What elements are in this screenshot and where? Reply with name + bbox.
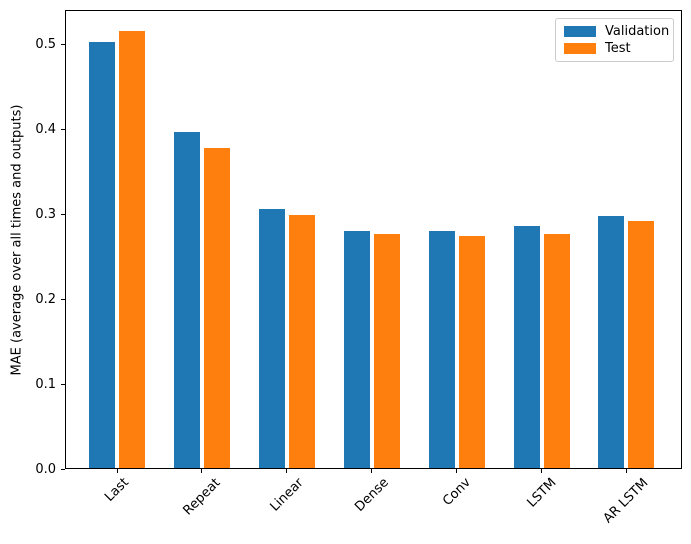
x-tick-mark	[625, 469, 627, 473]
bar-validation-linear	[258, 208, 285, 469]
y-tick-mark	[61, 383, 65, 385]
bar-test-repeat	[203, 147, 230, 469]
y-tick-label: 0.4	[35, 121, 56, 137]
y-axis-label: MAE (average over all times and outputs)	[9, 104, 25, 376]
bar-test-dense	[373, 234, 400, 469]
bar-test-linear	[288, 214, 315, 469]
bar-validation-conv	[428, 231, 455, 469]
x-tick-mark	[541, 469, 542, 473]
bar-test-last	[119, 31, 145, 469]
x-tick-label-repeat: Repeat	[180, 475, 224, 519]
y-tick-label: 0.1	[35, 376, 56, 392]
legend: Validation Test	[555, 18, 674, 62]
x-tick-label-lstm: LSTM	[523, 475, 560, 511]
x-tick-label-linear: Linear	[267, 475, 307, 515]
legend-swatch-validation	[564, 25, 596, 37]
bar-test-conv	[458, 236, 485, 469]
x-tick-label-last: Last	[102, 475, 132, 506]
bar-validation-last	[89, 42, 115, 469]
legend-item-test: Test	[564, 41, 665, 56]
y-tick-label: 0.2	[35, 291, 56, 307]
legend-swatch-test	[564, 43, 596, 55]
bar-test-lstm	[543, 233, 570, 469]
y-tick-mark	[61, 128, 65, 130]
x-tick-mark	[201, 469, 203, 473]
x-tick-mark	[286, 469, 288, 473]
x-tick-label-ar-lstm: AR LSTM	[601, 475, 652, 527]
x-tick-mark	[371, 469, 373, 473]
y-tick-label: 0.3	[35, 206, 56, 222]
bar-test-ar-lstm	[628, 220, 655, 469]
y-tick-label: 0.5	[35, 36, 56, 52]
y-tick-mark	[61, 213, 65, 215]
bar-validation-ar-lstm	[598, 215, 625, 469]
y-tick-label: 0.0	[35, 461, 56, 477]
x-tick-mark	[116, 469, 118, 473]
x-tick-label-dense: Dense	[351, 475, 392, 515]
y-tick-mark	[61, 43, 65, 45]
bar-validation-lstm	[513, 225, 540, 469]
legend-label-test: Test	[605, 41, 631, 57]
legend-label-validation: Validation	[605, 23, 670, 39]
bar-validation-repeat	[173, 132, 200, 469]
bar-validation-dense	[343, 231, 370, 469]
x-tick-label-conv: Conv	[439, 475, 474, 510]
y-tick-mark	[61, 298, 65, 300]
legend-item-validation: Validation	[564, 24, 669, 39]
x-tick-mark	[456, 469, 458, 473]
y-tick-mark	[61, 468, 65, 470]
